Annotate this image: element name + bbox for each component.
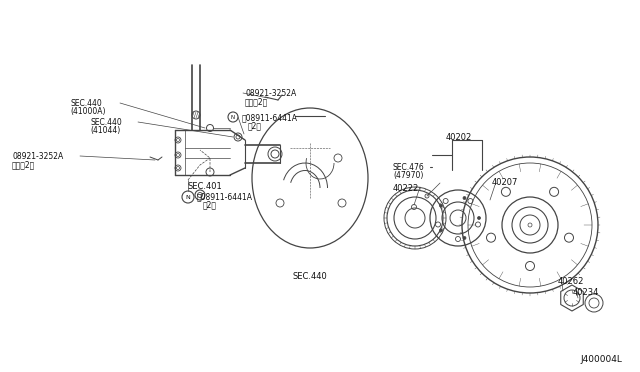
Text: J400004L: J400004L [580,355,622,364]
Text: (47970): (47970) [393,171,424,180]
Text: 08921-3252A: 08921-3252A [12,152,63,161]
Text: (41044): (41044) [90,126,120,135]
Text: SEC.440: SEC.440 [70,99,102,108]
Text: 08921-3252A: 08921-3252A [245,89,296,98]
Circle shape [463,237,466,240]
Circle shape [463,196,466,199]
Text: 40202: 40202 [446,133,472,142]
Text: SEC.440: SEC.440 [292,272,328,281]
Text: （2）: （2） [203,200,217,209]
Text: 40262: 40262 [558,277,584,286]
Text: ⓝ08911-6441A: ⓝ08911-6441A [242,113,298,122]
Text: 40222: 40222 [393,184,419,193]
Text: SEC.476: SEC.476 [393,163,425,172]
Text: (41000A): (41000A) [70,107,106,116]
Text: ⓝ08911-6441A: ⓝ08911-6441A [197,192,253,201]
Text: SEC.401: SEC.401 [188,182,222,191]
Text: 40207: 40207 [492,178,518,187]
Circle shape [440,204,442,207]
Text: N: N [231,115,235,119]
Text: （2）: （2） [248,121,262,130]
Circle shape [528,223,532,227]
Text: ピン（2）: ピン（2） [245,97,268,106]
Text: N: N [186,195,190,199]
Circle shape [477,217,481,219]
Text: SEC.440: SEC.440 [90,118,122,127]
Circle shape [440,229,442,232]
Text: 40234: 40234 [573,288,600,297]
Text: ピン（2）: ピン（2） [12,160,35,169]
